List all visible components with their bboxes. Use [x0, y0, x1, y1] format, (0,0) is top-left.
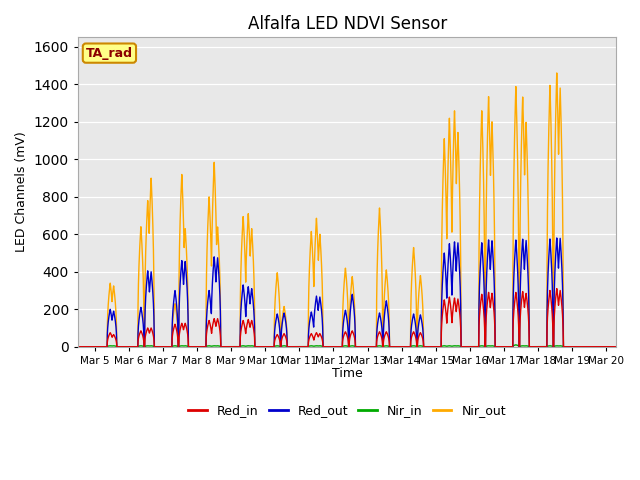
Nir_out: [349, 288, 357, 294]
Nir_in: [512, 342, 520, 348]
Nir_out: [357, 344, 365, 349]
Nir_in: [102, 344, 110, 349]
Nir_out: [74, 344, 82, 349]
Red_in: [213, 317, 221, 323]
Nir_in: [213, 343, 221, 348]
Red_in: [74, 344, 82, 349]
Nir_in: [74, 344, 82, 349]
Red_in: [154, 344, 161, 349]
Y-axis label: LED Channels (mV): LED Channels (mV): [15, 132, 28, 252]
Red_in: [102, 344, 110, 349]
Line: Red_in: Red_in: [78, 288, 616, 347]
Nir_in: [357, 344, 365, 349]
Nir_out: [553, 70, 561, 76]
Red_out: [401, 344, 409, 349]
Nir_in: [401, 344, 409, 349]
Line: Red_out: Red_out: [78, 238, 616, 347]
Red_in: [612, 344, 620, 349]
Red_in: [401, 344, 409, 349]
Line: Nir_in: Nir_in: [78, 345, 616, 347]
Red_in: [553, 286, 561, 291]
Red_out: [154, 344, 161, 349]
Red_out: [102, 344, 110, 349]
Red_out: [553, 235, 561, 241]
Red_out: [357, 344, 365, 349]
X-axis label: Time: Time: [332, 367, 362, 380]
Nir_out: [102, 344, 110, 349]
Legend: Red_in, Red_out, Nir_in, Nir_out: Red_in, Red_out, Nir_in, Nir_out: [184, 399, 511, 422]
Nir_in: [154, 344, 161, 349]
Text: TA_rad: TA_rad: [86, 47, 133, 60]
Red_out: [612, 344, 620, 349]
Nir_out: [213, 231, 221, 237]
Red_in: [349, 331, 357, 337]
Red_out: [349, 302, 357, 308]
Red_out: [74, 344, 82, 349]
Title: Alfalfa LED NDVI Sensor: Alfalfa LED NDVI Sensor: [248, 15, 447, 33]
Nir_out: [401, 344, 409, 349]
Nir_out: [154, 344, 161, 349]
Nir_out: [612, 344, 620, 349]
Red_out: [213, 260, 221, 266]
Nir_in: [612, 344, 620, 349]
Red_in: [357, 344, 365, 349]
Nir_in: [349, 343, 357, 349]
Line: Nir_out: Nir_out: [78, 73, 616, 347]
